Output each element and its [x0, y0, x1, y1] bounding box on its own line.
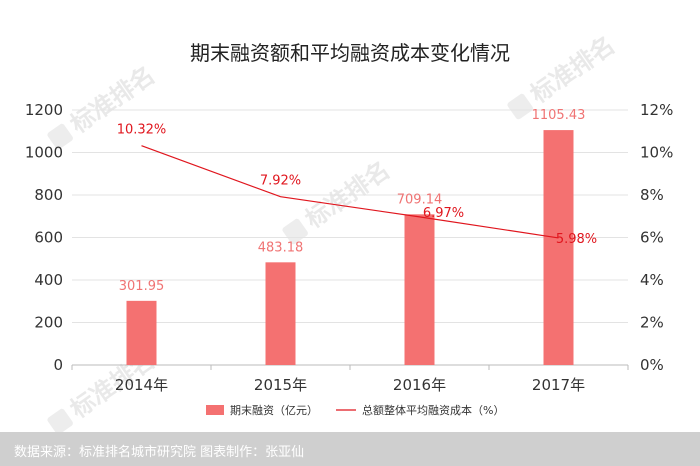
y-right-tick-label: 12% [640, 101, 673, 119]
gridlines [72, 109, 628, 366]
line-path [141, 145, 559, 239]
bar-series: 301.95 483.18 709.14 1105.43 [119, 108, 586, 365]
x-tick-label: 2016年 [393, 376, 446, 394]
bar [265, 262, 296, 365]
legend-line-label: 总额整体平均融资成本（%） [362, 403, 504, 417]
y-right-tick-label: 10% [640, 144, 673, 162]
bar-data-label: 301.95 [119, 279, 165, 294]
y-left-tick-label: 0 [53, 356, 63, 374]
footer-source: 数据来源：标准排名城市研究院 图表制作：张亚仙 [14, 445, 305, 460]
y-left-tick-label: 800 [34, 186, 63, 204]
y-right-tick-label: 0% [640, 356, 664, 374]
legend-bar-label: 期末融资（亿元） [230, 403, 318, 417]
watermark-logo-icon [47, 123, 73, 150]
y-right-tick-label: 8% [640, 186, 664, 204]
axis-ticks: 0 200 400 600 800 1000 1200 0% 2% 4% 6% 8% 10% 12% 201… [25, 101, 674, 394]
legend-bar-swatch [206, 405, 224, 415]
line-data-label: 6.97% [423, 206, 464, 221]
bar [404, 214, 435, 365]
y-right-tick-label: 6% [640, 229, 664, 247]
line-data-label: 5.98% [556, 232, 597, 247]
footer-bar [0, 432, 700, 466]
bar-data-label: 483.18 [258, 240, 304, 255]
x-tick-label: 2017年 [532, 376, 585, 394]
y-right-tick-label: 4% [640, 271, 664, 289]
bar [126, 300, 157, 365]
line-series: 10.32% 7.92% 6.97% 5.98% [117, 123, 597, 247]
bar-data-label: 709.14 [397, 192, 443, 207]
bar [543, 130, 574, 365]
y-left-tick-label: 600 [34, 229, 63, 247]
bar-data-label: 1105.43 [532, 108, 586, 123]
y-left-tick-label: 200 [34, 314, 63, 332]
legend: 期末融资（亿元） 总额整体平均融资成本（%） [206, 403, 504, 417]
y-left-tick-label: 1000 [25, 144, 63, 162]
watermark-logo-icon [47, 408, 73, 435]
y-right-tick-label: 2% [640, 314, 664, 332]
line-data-label: 7.92% [260, 174, 301, 189]
y-left-tick-label: 1200 [25, 101, 63, 119]
chart-title: 期末融资额和平均融资成本变化情况 [190, 41, 510, 65]
x-tick-label: 2014年 [115, 376, 168, 394]
y-left-tick-label: 400 [34, 271, 63, 289]
line-data-label: 10.32% [117, 123, 167, 138]
x-tick-label: 2015年 [254, 376, 307, 394]
watermark-1: 标准排名 [282, 156, 395, 245]
watermark-logo-icon [507, 93, 533, 120]
watermark-text: 标准排名 [525, 31, 620, 109]
